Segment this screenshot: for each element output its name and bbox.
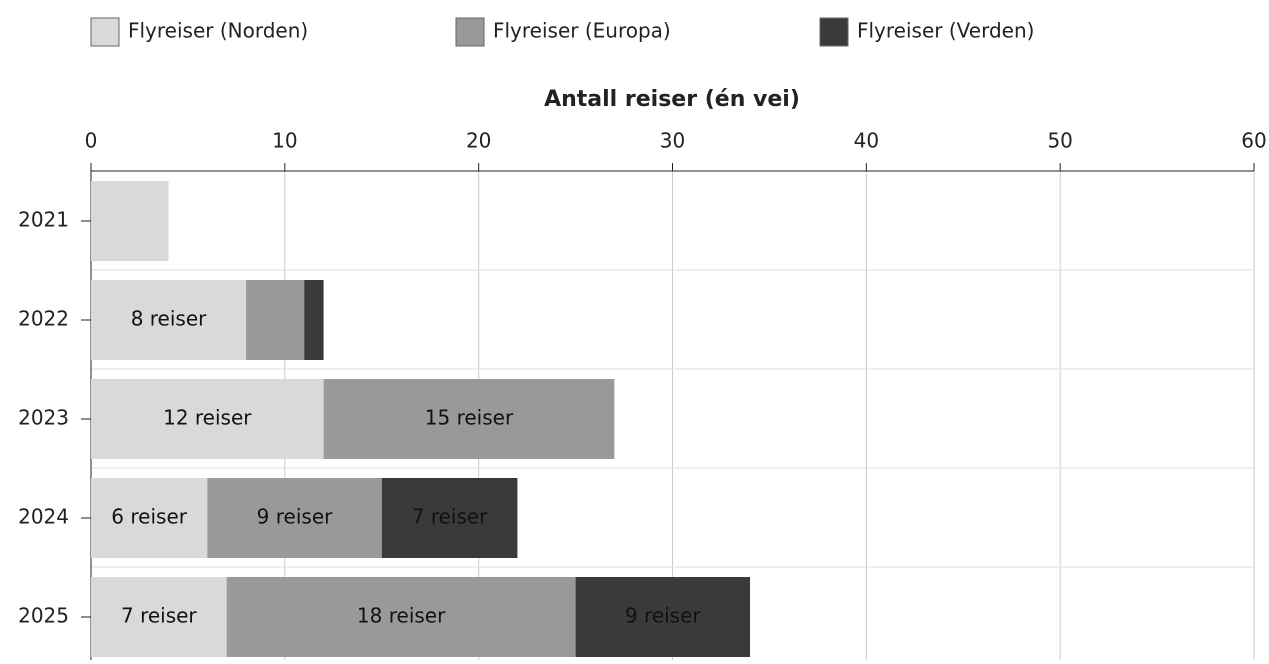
data-label: 12 reiser — [163, 406, 252, 430]
data-label: 9 reiser — [625, 604, 701, 628]
data-label: 7 reiser — [121, 604, 197, 628]
y-tick-label: 2021 — [18, 208, 69, 232]
x-tick-label: 10 — [272, 129, 297, 153]
data-label: 15 reiser — [425, 406, 514, 430]
legend-swatch — [455, 17, 485, 47]
x-tick-label: 20 — [466, 129, 491, 153]
x-tick-label: 40 — [854, 129, 879, 153]
legend-label: Flyreiser (Norden) — [128, 19, 308, 43]
bar-segment — [381, 478, 518, 558]
x-tick-label: 60 — [1241, 129, 1266, 153]
y-tick-label: 2023 — [18, 406, 69, 430]
y-tick-label: 2024 — [18, 505, 69, 529]
y-tick-label: 2022 — [18, 307, 69, 331]
legend-label: Flyreiser (Verden) — [857, 19, 1034, 43]
bar-segment — [207, 478, 382, 558]
bar-segment — [91, 379, 324, 459]
legend-swatch — [90, 17, 120, 47]
bar-segment — [246, 280, 305, 360]
data-label: 8 reiser — [131, 307, 207, 331]
bar-segment — [575, 577, 751, 657]
bar-segment — [323, 379, 615, 459]
x-tick-label: 0 — [85, 129, 98, 153]
legend-label: Flyreiser (Europa) — [493, 19, 671, 43]
bar-segment — [304, 280, 324, 360]
data-label: 18 reiser — [357, 604, 446, 628]
data-label: 9 reiser — [257, 505, 333, 529]
bar-segment — [91, 280, 247, 360]
data-label: 7 reiser — [412, 505, 488, 529]
axis-title: Antall reiser (én vei) — [544, 87, 800, 112]
legend-swatch — [819, 17, 849, 47]
bar-segment — [91, 577, 227, 657]
data-label: 6 reiser — [111, 505, 187, 529]
y-tick-label: 2025 — [18, 604, 69, 628]
x-tick-label: 30 — [660, 129, 685, 153]
x-tick-label: 50 — [1047, 129, 1072, 153]
bar-segment — [91, 181, 169, 261]
bar-segment — [91, 478, 208, 558]
bar-segment — [226, 577, 576, 657]
